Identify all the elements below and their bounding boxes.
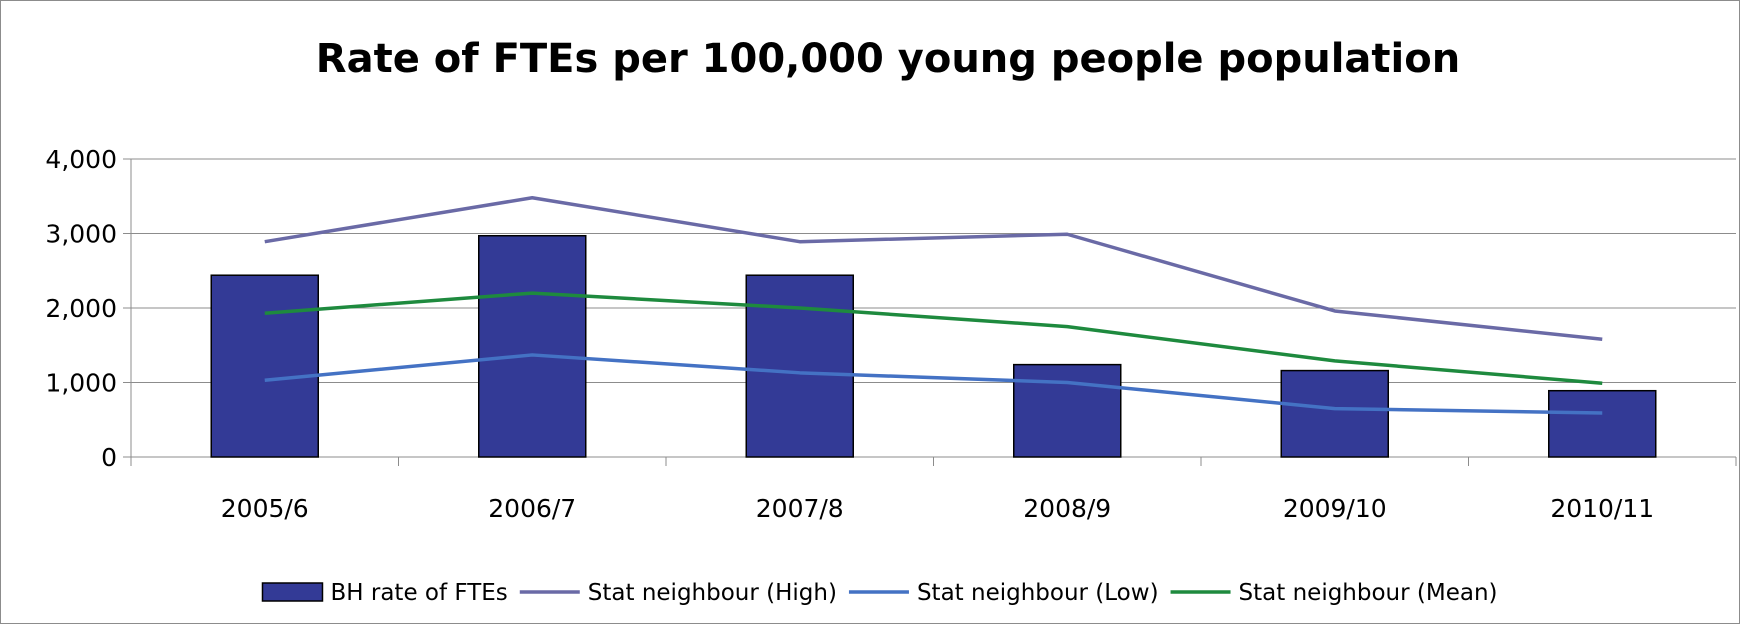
chart-title: Rate of FTEs per 100,000 young people po…: [316, 36, 1460, 82]
x-tick-label: 2005/6: [221, 494, 309, 523]
legend-swatch: [261, 582, 324, 602]
gridlines: [131, 158, 1736, 383]
legend-item: Stat neighbour (High): [519, 580, 837, 606]
legend-label: Stat neighbour (Mean): [1239, 580, 1498, 606]
y-axis: 0 1,000 2,000 3,000 4,000: [45, 145, 132, 472]
legend-item: Stat neighbour (Mean): [1170, 580, 1498, 606]
series-line: [264, 195, 1603, 342]
bar: [745, 274, 854, 458]
legend-label: Stat neighbour (High): [588, 580, 837, 606]
bar: [210, 274, 319, 458]
x-tick-label: 2006/7: [488, 494, 576, 523]
x-tick-label: 2010/11: [1550, 494, 1654, 523]
legend-item: Stat neighbour (Low): [848, 580, 1159, 606]
bar: [1013, 363, 1122, 458]
legend-item: BH rate of FTEs: [261, 580, 508, 606]
x-axis: 2005/6 2006/7 2007/8 2008/9 2009/10 2010/11: [130, 456, 1737, 523]
y-tick-label: 2,000: [45, 294, 117, 323]
series-line: [264, 353, 1603, 415]
y-tick-label: 4,000: [45, 145, 117, 174]
y-tick-label: 1,000: [45, 369, 117, 398]
bar: [1548, 389, 1657, 458]
series-line: [264, 291, 1603, 385]
y-tick-label: 0: [101, 443, 117, 472]
legend-label: BH rate of FTEs: [330, 580, 507, 606]
line-series: [264, 195, 1603, 415]
bar: [478, 234, 587, 458]
bar-series: [210, 234, 1657, 458]
x-tick-label: 2007/8: [756, 494, 844, 523]
x-tick-label: 2008/9: [1023, 494, 1111, 523]
bar: [1280, 369, 1389, 458]
y-tick-label: 3,000: [45, 220, 117, 249]
x-tick-label: 2009/10: [1283, 494, 1387, 523]
legend-label: Stat neighbour (Low): [917, 580, 1159, 606]
legend: BH rate of FTEs Stat neighbour (High) Stat…: [261, 580, 1498, 606]
